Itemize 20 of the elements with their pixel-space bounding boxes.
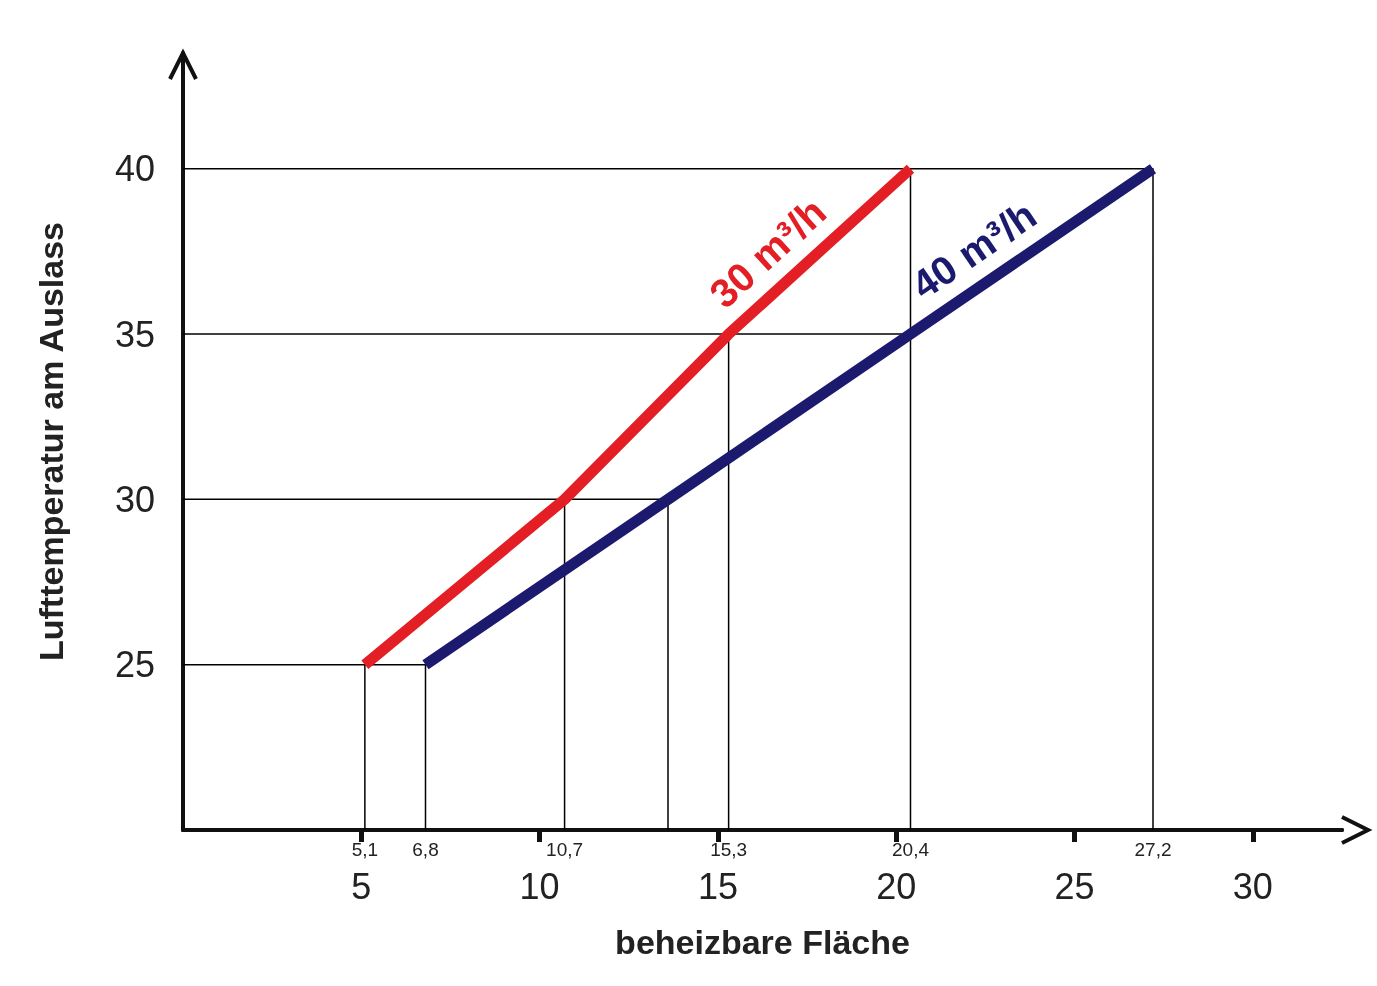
y-tick-label: 30 <box>114 478 155 520</box>
x2-tick-label: 5,1 <box>351 839 379 860</box>
x-tick-label: 5 <box>351 865 372 907</box>
text: 40 m³/h <box>903 192 1045 308</box>
x2-tick-label: 15,3 <box>710 839 748 860</box>
x2-tick-label: 6,8 <box>412 839 439 860</box>
x2-tick-label: 20,4 <box>892 839 930 860</box>
y-tick-label: 25 <box>114 644 155 686</box>
x-tick-label: 15 <box>697 865 738 907</box>
x-tick-label: 30 <box>1232 865 1273 907</box>
x-tick-label: 25 <box>1054 865 1095 907</box>
x-axis-title: beheizbare Fläche <box>615 923 910 961</box>
x-tick-label: 20 <box>876 865 917 907</box>
x2-tick-label: 10,7 <box>546 839 584 860</box>
y-axis-title: Lufttemperatur am Auslass <box>32 222 70 661</box>
x-tick-label: 10 <box>519 865 560 907</box>
y-tick-label: 40 <box>114 148 155 190</box>
x2-tick-label: 27,2 <box>1134 839 1172 860</box>
text: 30 m³/h <box>700 189 835 317</box>
y-tick-label: 35 <box>114 313 155 355</box>
